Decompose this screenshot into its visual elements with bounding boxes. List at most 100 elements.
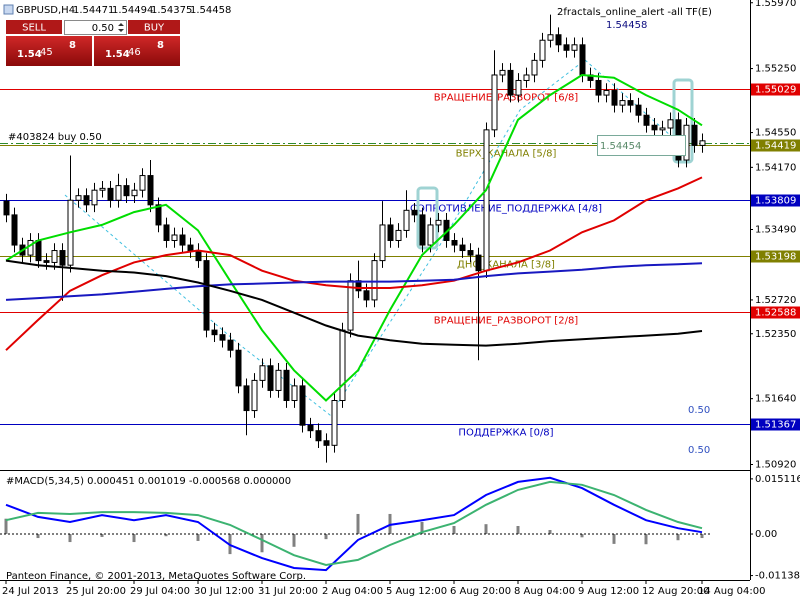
candle-body xyxy=(611,90,618,106)
x-tick-label: 14 Aug 04:00 xyxy=(698,586,765,597)
y-tick-label: 1.52350 xyxy=(755,329,796,340)
y-tick-label: 1.53490 xyxy=(755,225,796,236)
candle-body xyxy=(531,59,538,76)
candle-body xyxy=(323,440,330,446)
y-tick-label: 1.55970 xyxy=(755,0,796,9)
candle-body xyxy=(267,365,274,391)
candle-body xyxy=(459,244,466,252)
candle-body xyxy=(3,200,10,216)
candle-body xyxy=(579,44,586,76)
candle-body xyxy=(259,365,266,381)
x-tick-label: 25 Jul 20:00 xyxy=(66,586,126,597)
candle-body xyxy=(363,290,370,301)
lot-label: 0.50 xyxy=(688,405,710,416)
candle-body xyxy=(195,250,202,262)
level-price-tag xyxy=(751,83,800,96)
buy-price-small[interactable]: 8 xyxy=(157,40,164,51)
candle-body xyxy=(59,250,66,266)
macd-bar xyxy=(68,534,72,543)
sell-price-big[interactable]: 45 xyxy=(40,47,53,58)
ma-line xyxy=(5,73,703,402)
lots-input[interactable] xyxy=(64,20,127,35)
macd-title: #MACD(5,34,5) 0.000451 0.001019 -0.00056… xyxy=(6,476,291,487)
level-price: 1.53809 xyxy=(755,196,796,207)
candle-body xyxy=(163,224,170,241)
candle-body xyxy=(91,189,98,206)
candle-body xyxy=(331,400,338,446)
candle-body xyxy=(107,187,114,201)
candle-body xyxy=(395,229,402,241)
level-price: 1.54419 xyxy=(755,141,796,152)
ma-line xyxy=(5,262,703,301)
quote: 1.54458 xyxy=(190,5,231,16)
candle-body xyxy=(451,239,458,246)
macd-bar xyxy=(612,534,616,544)
sell-price-small[interactable]: 8 xyxy=(69,40,76,51)
candle-body xyxy=(291,385,298,402)
candle-body xyxy=(179,234,186,246)
candle-body xyxy=(227,339,234,351)
buy-price-box[interactable] xyxy=(94,36,180,66)
candle-body xyxy=(147,175,154,206)
macd-bar xyxy=(700,534,704,539)
buy-price-big[interactable]: 46 xyxy=(128,47,141,58)
sell-price-prefix[interactable]: 1.54 xyxy=(17,49,42,60)
quote: 1.54471 xyxy=(73,5,114,16)
x-tick-label: 24 Jul 2013 xyxy=(2,586,59,597)
x-tick-label: 12 Aug 20:00 xyxy=(642,586,709,597)
x-tick-label: 29 Jul 04:00 xyxy=(130,586,190,597)
price-box xyxy=(597,135,686,156)
candle-body xyxy=(619,100,626,106)
candle-body xyxy=(203,260,210,331)
price-box-value: 1.54454 xyxy=(600,141,641,152)
candle-body xyxy=(603,90,610,96)
macd-bar xyxy=(100,534,104,537)
level-price-tag xyxy=(751,139,800,152)
candle-body xyxy=(491,74,498,131)
candle-body xyxy=(523,74,530,81)
buy-label[interactable]: BUY xyxy=(144,23,165,34)
indicator-name: 2fractals_online_alert -all TF(E) xyxy=(557,7,712,18)
candle-body xyxy=(27,239,34,256)
candle-body xyxy=(123,185,130,197)
sell-label[interactable]: SELL xyxy=(22,23,46,34)
x-tick-label: 5 Aug 12:00 xyxy=(386,586,447,597)
candle-body xyxy=(115,185,122,201)
plot-layer xyxy=(0,14,710,572)
candle-body xyxy=(339,329,346,402)
candle-body xyxy=(243,385,250,412)
lot-label: 0.50 xyxy=(688,445,710,456)
candle-body xyxy=(539,39,546,61)
buy-button[interactable] xyxy=(128,20,180,34)
x-tick-label: 2 Aug 04:00 xyxy=(322,586,383,597)
macd-bar xyxy=(132,534,136,543)
candle-body xyxy=(571,44,578,51)
macd-bar xyxy=(260,534,264,553)
candle-body xyxy=(499,69,506,76)
candle-body xyxy=(307,424,314,432)
macd-bar xyxy=(292,534,296,547)
candle-body xyxy=(51,250,58,263)
candle-body xyxy=(131,189,138,197)
sell-price-box[interactable] xyxy=(6,36,92,66)
sell-button[interactable] xyxy=(6,20,62,34)
macd-bar xyxy=(36,534,40,539)
lots-value[interactable]: 0.50 xyxy=(92,23,114,34)
candle-body xyxy=(379,224,386,262)
y-tick-label: 1.54550 xyxy=(755,128,796,139)
candle-body xyxy=(387,224,394,241)
candle-body xyxy=(467,250,474,256)
candle-body xyxy=(219,334,226,341)
candle-body xyxy=(35,239,42,262)
level-price: 1.51367 xyxy=(755,420,796,431)
candle-body xyxy=(667,119,674,129)
last-price: 1.54458 xyxy=(606,20,647,31)
level-price: 1.55029 xyxy=(755,85,796,96)
candle-body xyxy=(411,209,418,216)
candle-body xyxy=(11,214,18,246)
lots-spinner[interactable] xyxy=(118,23,124,32)
buy-price-prefix[interactable]: 1.54 xyxy=(105,49,130,60)
y-tick-label: -0.011384 xyxy=(755,571,800,582)
